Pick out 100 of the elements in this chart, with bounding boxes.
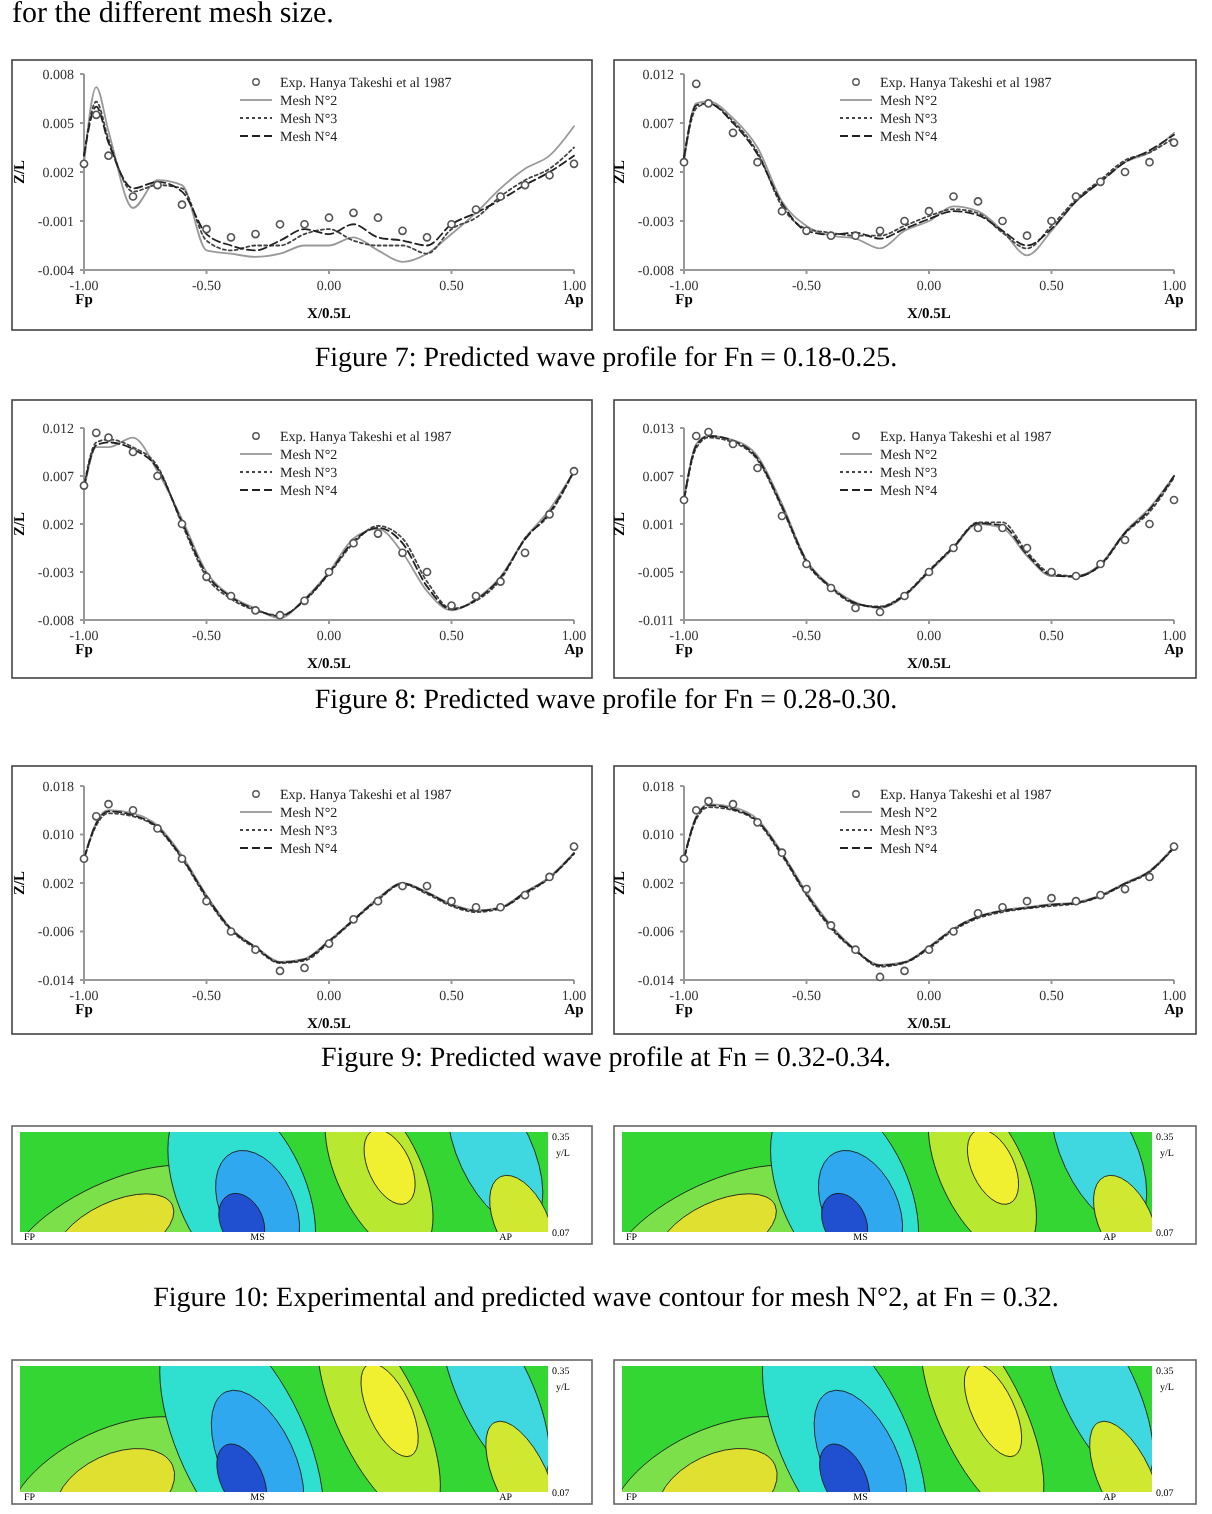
- point: [704, 796, 713, 806]
- point: [1120, 535, 1130, 545]
- point: [728, 439, 738, 449]
- point: [704, 99, 713, 108]
- point: [802, 226, 811, 236]
- point: [520, 890, 530, 900]
- point: [569, 842, 579, 851]
- point: [545, 872, 554, 882]
- point: [998, 902, 1007, 912]
- point: [826, 583, 836, 593]
- point: [924, 945, 934, 955]
- point: [826, 921, 836, 930]
- point: [226, 232, 236, 242]
- point: [802, 884, 811, 894]
- point: [875, 226, 885, 236]
- point: [104, 151, 113, 161]
- point: [900, 216, 909, 226]
- point: [104, 433, 113, 442]
- point: [496, 902, 505, 912]
- point: [691, 431, 701, 441]
- point: [373, 529, 383, 538]
- point: [851, 603, 860, 613]
- point: [1047, 893, 1056, 903]
- point: [153, 180, 162, 190]
- point: [128, 192, 138, 201]
- point: [900, 591, 909, 601]
- point: [128, 447, 138, 457]
- point: [545, 170, 554, 180]
- point: [998, 216, 1007, 226]
- point: [924, 206, 934, 216]
- point: [275, 219, 285, 229]
- point: [104, 799, 113, 809]
- point: [1047, 216, 1056, 226]
- point: [777, 848, 787, 858]
- point: [275, 610, 285, 620]
- point: [728, 128, 738, 138]
- point: [1096, 890, 1105, 900]
- point: [496, 577, 505, 586]
- point: [1145, 872, 1154, 882]
- point: [422, 232, 432, 242]
- point: [91, 811, 101, 821]
- point: [973, 523, 983, 533]
- point: [1071, 571, 1081, 581]
- point: [251, 945, 260, 955]
- point: [1169, 138, 1179, 147]
- caption: Figure 9: Predicted wave profile at Fn = 0.32-0.34.: [320, 1044, 892, 1074]
- point: [1071, 896, 1081, 906]
- point: [324, 213, 334, 223]
- point: [177, 519, 187, 529]
- point: [1071, 192, 1081, 201]
- point: [1096, 559, 1105, 569]
- point: [875, 607, 885, 617]
- point: [91, 110, 101, 120]
- point: [826, 231, 836, 241]
- caption: Figure 8: Predicted wave profile for Fn = 0.28-0.30.: [314, 686, 898, 716]
- point: [251, 229, 260, 239]
- point: [851, 945, 860, 955]
- point: [202, 572, 211, 582]
- point: [753, 463, 762, 473]
- point: [177, 854, 187, 864]
- point: [422, 881, 432, 891]
- point: [1145, 157, 1154, 167]
- caption: Figure 7: Predicted wave profile for Fn = 0.18-0.25.: [314, 344, 898, 374]
- point: [447, 219, 456, 229]
- point: [91, 428, 101, 438]
- point: [79, 481, 89, 490]
- point: [949, 927, 958, 936]
- point: [691, 79, 701, 89]
- point: [704, 427, 713, 437]
- point: [973, 197, 983, 206]
- point: [520, 548, 530, 558]
- point: [300, 596, 309, 606]
- point: [998, 523, 1007, 533]
- point: [1022, 231, 1032, 241]
- point: [545, 510, 554, 519]
- point: [569, 466, 579, 476]
- point: [679, 495, 689, 505]
- point: [349, 208, 358, 218]
- point: [753, 157, 762, 167]
- point: [520, 180, 530, 190]
- point: [973, 908, 983, 918]
- point: [202, 896, 211, 906]
- point: [1120, 884, 1130, 894]
- point: [1169, 842, 1179, 851]
- point: [569, 159, 579, 169]
- point: [802, 559, 811, 569]
- point: [496, 192, 505, 201]
- point: [251, 606, 260, 615]
- point: [447, 896, 456, 906]
- point: [679, 157, 689, 167]
- point: [679, 854, 689, 864]
- point: [1047, 567, 1056, 577]
- point: [1096, 177, 1105, 187]
- point: [79, 854, 89, 864]
- point: [300, 963, 309, 973]
- caption: Figure 10: Experimental and predicted wave contour for mesh N°2, at Fn = 0.32.: [153, 1284, 1059, 1314]
- point: [851, 231, 860, 241]
- point: [226, 591, 236, 601]
- point: [777, 206, 787, 216]
- point: [1120, 167, 1130, 177]
